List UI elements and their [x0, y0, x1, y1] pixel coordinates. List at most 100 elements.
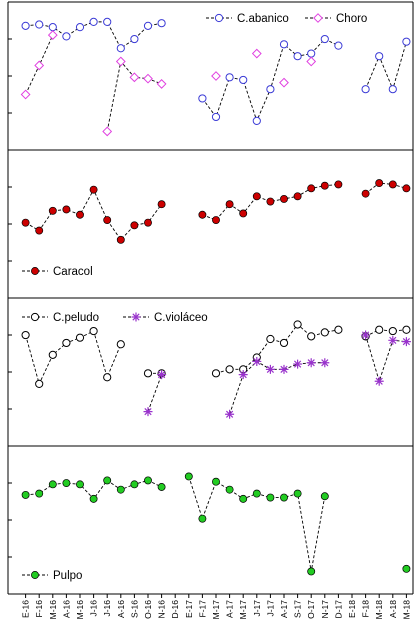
data-point [89, 185, 98, 194]
data-point [143, 73, 153, 84]
data-point [239, 494, 248, 503]
data-point [225, 73, 234, 82]
data-point [89, 326, 98, 336]
data-point [156, 79, 167, 89]
x-tick-label: J-17 [265, 600, 275, 617]
x-tick-label: E-18 [347, 600, 357, 618]
x-tick-label: D-16 [170, 600, 180, 619]
legend-entry: C.peludo [22, 312, 99, 324]
data-point [279, 364, 289, 374]
data-point [334, 180, 343, 189]
data-point [225, 365, 234, 374]
data-point [225, 200, 234, 209]
x-tick-label: E-16 [21, 600, 31, 618]
data-point [266, 334, 275, 344]
data-point [21, 21, 30, 30]
series-line [147, 374, 163, 412]
data-point [320, 181, 329, 190]
data-point [157, 370, 167, 380]
series-c-viol-ceo [143, 330, 411, 419]
data-point [279, 77, 289, 88]
data-point [31, 571, 39, 579]
data-point [279, 338, 289, 348]
data-point [252, 116, 261, 125]
data-point [225, 485, 234, 494]
x-tick-label: J-16 [89, 600, 99, 617]
data-point [102, 126, 113, 137]
data-point [34, 60, 45, 71]
data-point [252, 356, 262, 366]
data-point [239, 75, 248, 85]
legend-entry: Caracol [22, 266, 93, 278]
data-point [76, 480, 84, 489]
series-line [202, 38, 339, 123]
x-tick-label: S-17 [293, 600, 303, 618]
legend-label: Caracol [53, 266, 93, 278]
data-point [388, 85, 397, 94]
data-point [266, 493, 275, 502]
data-point [214, 13, 224, 23]
data-point [198, 210, 207, 219]
data-point [103, 476, 112, 485]
data-point [35, 20, 44, 29]
data-point [157, 19, 166, 28]
data-point [293, 320, 302, 329]
data-point [62, 479, 71, 487]
data-point [48, 23, 57, 32]
data-point [307, 49, 316, 58]
data-point [198, 94, 207, 103]
panel-2: Caracol [21, 179, 411, 278]
series-caracol [21, 179, 411, 244]
x-tick-label: F-16 [34, 600, 44, 618]
data-point [306, 56, 317, 67]
data-point [388, 180, 397, 189]
data-point [211, 369, 221, 378]
data-point [116, 340, 125, 349]
series-line [215, 323, 339, 374]
series-line [365, 41, 407, 91]
data-point [280, 493, 288, 502]
data-point [157, 200, 166, 209]
series-choro [20, 30, 317, 137]
data-point [375, 52, 384, 61]
data-point [62, 338, 71, 348]
x-tick-label: N-16 [157, 600, 167, 619]
data-point [21, 330, 30, 340]
data-point [198, 514, 207, 523]
data-point [130, 34, 139, 44]
data-point [89, 17, 98, 26]
data-point [103, 373, 112, 382]
data-point [62, 32, 71, 41]
legend-label: C.abanico [237, 13, 289, 25]
data-point [334, 325, 343, 334]
data-point [143, 21, 153, 30]
series-c-peludo [21, 320, 411, 388]
data-point [388, 326, 397, 336]
data-point [375, 179, 384, 188]
data-point [21, 490, 30, 499]
x-tick-label: M-16 [75, 600, 85, 620]
data-point [212, 216, 220, 224]
series-line [106, 60, 162, 132]
data-point [75, 23, 85, 32]
data-point [35, 489, 44, 498]
data-point [265, 364, 275, 374]
data-point [307, 184, 316, 193]
data-point [131, 312, 141, 322]
data-point [62, 205, 71, 214]
data-point [402, 564, 411, 573]
data-point [89, 494, 98, 503]
data-point [211, 112, 221, 122]
data-point [306, 358, 316, 368]
data-point [293, 192, 302, 201]
x-tick-label: O-17 [306, 600, 316, 619]
data-point [266, 197, 275, 206]
data-point [144, 476, 152, 485]
data-point [48, 350, 57, 359]
data-point [35, 226, 44, 235]
x-tick-label: A-16 [116, 600, 126, 618]
data-point [76, 210, 84, 219]
data-point [48, 206, 57, 215]
x-tick-label: A-17 [279, 600, 289, 618]
data-point [320, 492, 329, 501]
